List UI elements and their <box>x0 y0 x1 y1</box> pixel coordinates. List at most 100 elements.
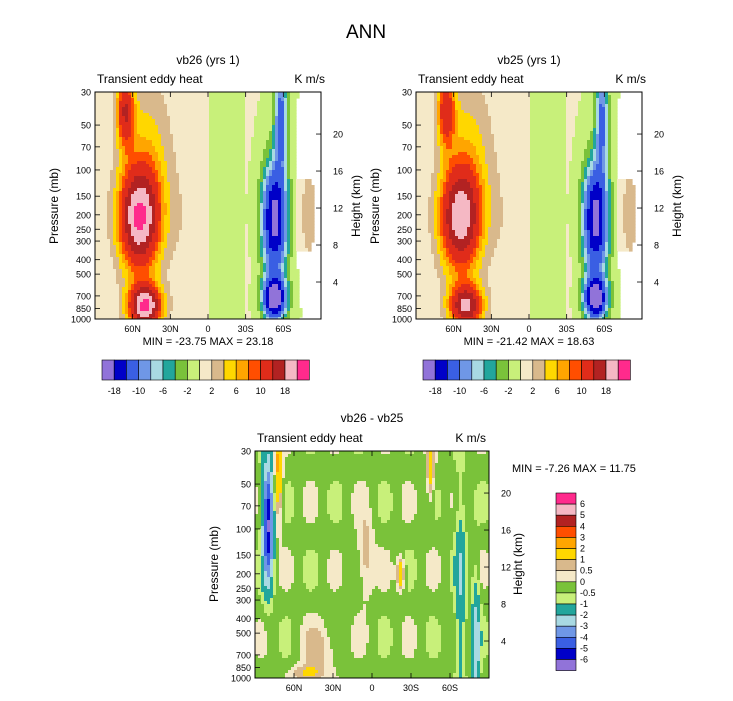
contour-band <box>417 565 427 569</box>
contour-band <box>272 224 279 228</box>
contour-band <box>566 254 570 258</box>
contour-band <box>131 101 135 105</box>
contour-band <box>488 296 492 300</box>
contour-band <box>440 125 444 129</box>
contour-band <box>125 215 129 219</box>
contour-band <box>623 218 636 222</box>
contour-band <box>209 179 246 183</box>
contour-band <box>284 314 288 318</box>
contour-band <box>608 281 612 285</box>
contour-band <box>267 472 271 476</box>
panel-vb25: vb25 (yrs 1) Transient eddy heat K m/s P… <box>368 53 684 396</box>
contour-band <box>113 236 117 240</box>
contour-band <box>264 529 268 533</box>
contour-band <box>443 230 450 234</box>
contour-band <box>131 299 135 303</box>
contour-band <box>611 122 618 126</box>
contour-band <box>503 215 531 219</box>
contour-band <box>257 215 261 219</box>
contour-band <box>602 233 606 237</box>
contour-band <box>357 544 364 548</box>
contour-band <box>122 167 126 171</box>
contour-band <box>245 92 261 96</box>
contour-band <box>584 281 588 285</box>
contour-band <box>611 140 618 144</box>
contour-band <box>276 565 280 569</box>
contour-band <box>605 194 609 198</box>
contour-band <box>437 95 441 99</box>
contour-band <box>290 278 300 282</box>
contour-band <box>278 227 282 231</box>
contour-band <box>443 203 450 207</box>
contour-band <box>470 200 474 204</box>
contour-band <box>279 511 283 515</box>
contour-band <box>434 104 438 108</box>
contour-band <box>477 451 487 455</box>
contour-band <box>176 242 210 246</box>
contour-band <box>143 227 150 231</box>
contour-band <box>327 508 343 512</box>
contour-band <box>119 152 123 156</box>
contour-band <box>623 209 636 213</box>
contour-band <box>113 164 120 168</box>
contour-band <box>497 152 531 156</box>
contour-band <box>590 314 600 318</box>
contour-band <box>276 553 280 557</box>
contour-band <box>287 197 291 201</box>
contour-band <box>270 532 274 536</box>
contour-band <box>530 191 567 195</box>
contour-band <box>272 284 279 288</box>
contour-band <box>284 179 288 183</box>
contour-band <box>116 119 120 123</box>
contour-band <box>140 308 150 312</box>
contour-band <box>291 586 307 590</box>
contour-band <box>366 523 373 527</box>
contour-band <box>443 95 450 99</box>
contour-band <box>155 215 162 219</box>
contour-band <box>122 260 129 264</box>
contour-band <box>330 451 340 455</box>
contour-band <box>122 140 135 144</box>
contour-band <box>530 293 567 297</box>
contour-band <box>455 131 459 135</box>
contour-band <box>161 137 174 141</box>
contour-band <box>453 583 460 587</box>
contour-band <box>459 568 463 572</box>
contour-band <box>281 197 285 201</box>
contour-band <box>461 302 471 306</box>
contour-band <box>581 164 588 168</box>
contour-band <box>284 194 288 198</box>
contour-band <box>456 547 466 551</box>
contour-band <box>503 212 531 216</box>
contour-band <box>590 197 603 201</box>
contour-band <box>530 170 567 174</box>
contour-band <box>402 583 406 587</box>
contour-band <box>275 113 279 117</box>
contour-band <box>626 179 633 183</box>
contour-band <box>167 272 210 276</box>
contour-band <box>470 182 477 186</box>
contour-band <box>170 128 210 132</box>
contour-band <box>458 92 483 96</box>
contour-band <box>455 269 468 273</box>
contour-band <box>318 577 328 581</box>
contour-band <box>465 541 469 545</box>
contour-band <box>429 586 439 590</box>
contour-band <box>441 562 451 566</box>
contour-band <box>290 131 297 135</box>
colorbar-label: 18 <box>280 386 290 396</box>
colorbar-swatch <box>520 359 534 381</box>
contour-band <box>245 236 249 240</box>
contour-band <box>258 454 262 458</box>
contour-band <box>599 92 606 96</box>
contour-band <box>417 577 427 581</box>
contour-band <box>434 257 441 261</box>
contour-band <box>602 251 606 255</box>
contour-band <box>149 269 156 273</box>
contour-band <box>608 158 612 162</box>
contour-band <box>287 308 291 312</box>
contour-band <box>273 544 277 548</box>
contour-band <box>369 556 391 560</box>
contour-band <box>95 98 114 102</box>
contour-band <box>458 311 474 315</box>
